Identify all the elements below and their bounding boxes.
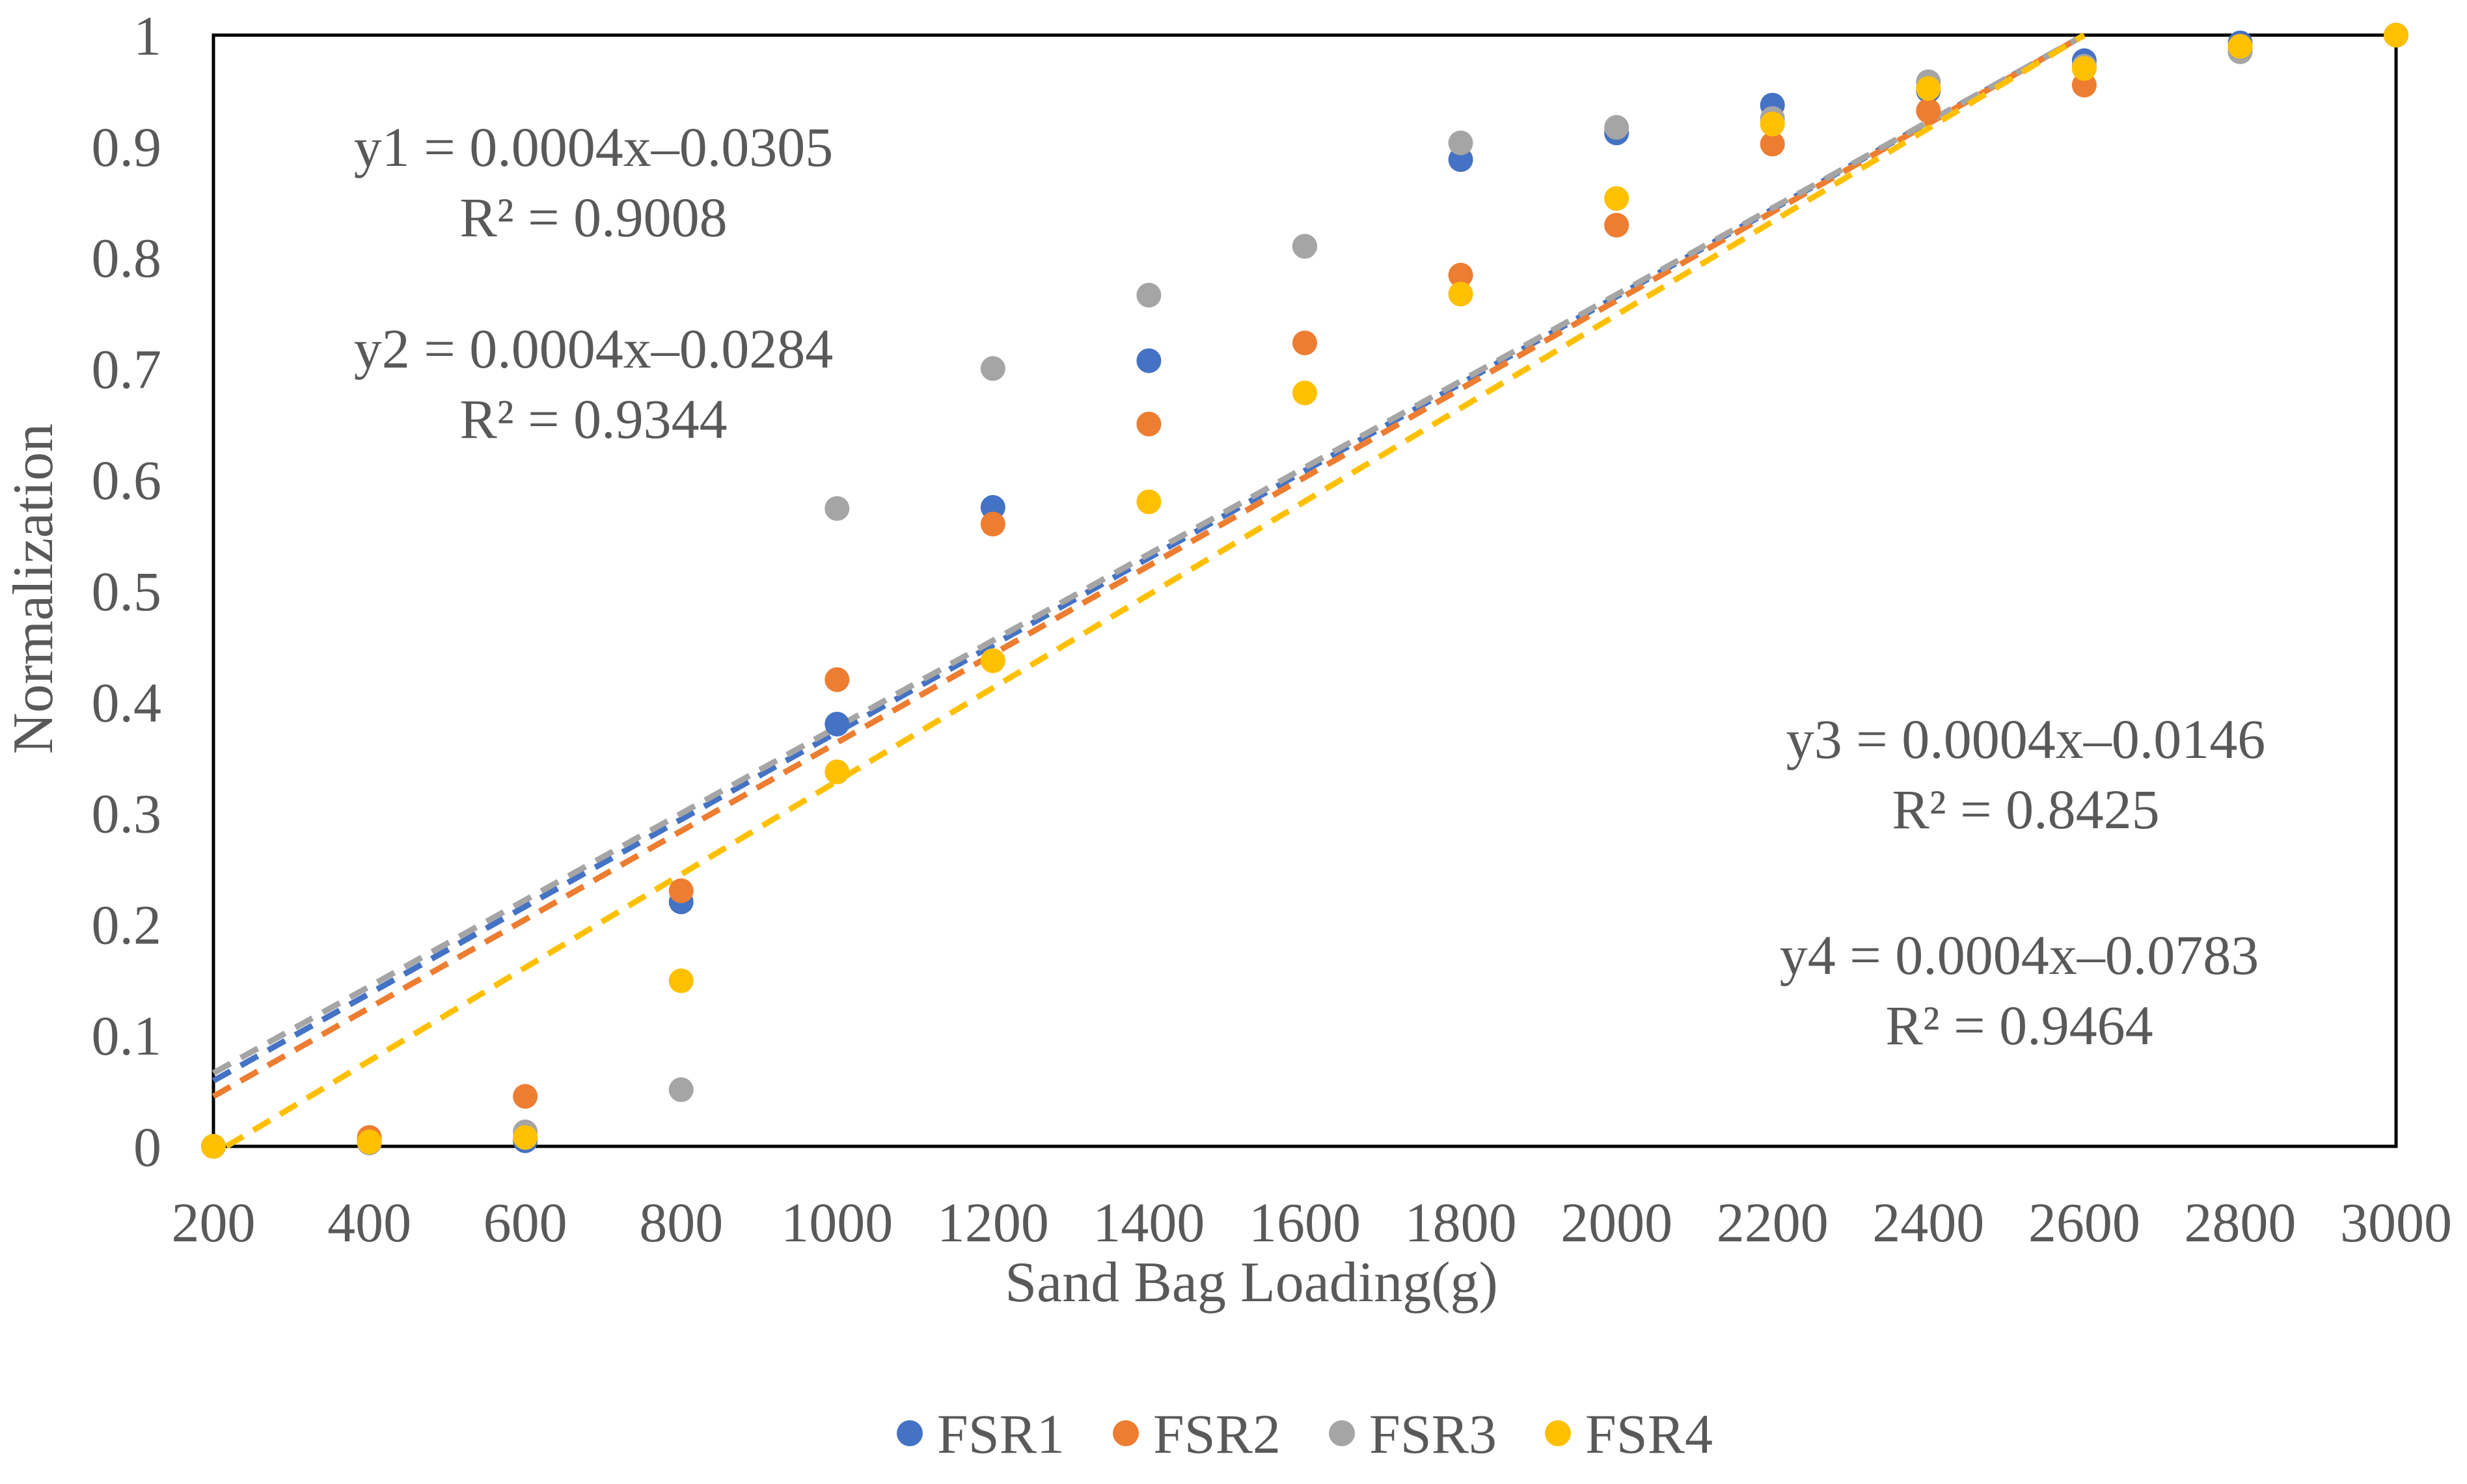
y-tick-label: 0.6 bbox=[92, 449, 162, 511]
x-tick-label: 800 bbox=[639, 1191, 723, 1254]
point-fsr4 bbox=[1136, 489, 1162, 515]
r2-fsr3: R² = 0.8425 bbox=[1892, 778, 2159, 841]
point-fsr2 bbox=[513, 1084, 538, 1109]
equation-fsr1: y1 = 0.0004x–0.0305 bbox=[354, 116, 834, 178]
r2-fsr4: R² = 0.9464 bbox=[1885, 994, 2153, 1057]
point-fsr4 bbox=[1604, 186, 1629, 211]
point-fsr3 bbox=[1292, 234, 1317, 259]
point-fsr3 bbox=[825, 496, 850, 521]
point-fsr3 bbox=[668, 1077, 694, 1102]
equation-annotation-fsr1: y1 = 0.0004x–0.0305 R² = 0.9008 bbox=[354, 116, 834, 249]
y-tick-label: 0.4 bbox=[92, 671, 162, 734]
x-tick-label: 1800 bbox=[1405, 1191, 1517, 1254]
equation-annotation-fsr2: y2 = 0.0004x–0.0284 R² = 0.9344 bbox=[354, 317, 834, 450]
legend-label-fsr1: FSR1 bbox=[937, 1403, 1065, 1465]
point-fsr2 bbox=[1916, 98, 1941, 124]
trendline-fsr2 bbox=[211, 33, 2086, 1100]
point-fsr4 bbox=[668, 968, 694, 993]
point-fsr4 bbox=[980, 648, 1005, 673]
y-tick-label: 0.5 bbox=[92, 560, 162, 623]
point-fsr4 bbox=[1916, 75, 1941, 101]
r2-fsr2: R² = 0.9344 bbox=[459, 388, 727, 450]
x-axis-tick-labels: 200 400 600 800 1000 1200 1400 1600 1800 2000 2200… bbox=[172, 1191, 2453, 1254]
data-points bbox=[201, 23, 2408, 1159]
point-fsr3 bbox=[1448, 130, 1473, 155]
legend-entry-fsr4: FSR4 bbox=[1545, 1403, 1713, 1465]
equation-fsr3: y3 = 0.0004x–0.0146 bbox=[1786, 708, 2266, 770]
y-tick-label: 0.1 bbox=[92, 1005, 162, 1067]
point-fsr2 bbox=[1136, 411, 1162, 437]
plot-area-frame bbox=[211, 33, 2398, 1148]
y-axis-tick-labels: 0 0.1 0.2 0.3 0.4 0.5 0.6 0.7 0.8 0.9 1 bbox=[92, 5, 162, 1178]
x-tick-label: 1000 bbox=[781, 1191, 893, 1254]
legend-entry-fsr1: FSR1 bbox=[897, 1403, 1065, 1465]
x-tick-label: 3000 bbox=[2340, 1191, 2452, 1254]
point-fsr4 bbox=[1292, 380, 1317, 405]
legend-label-fsr4: FSR4 bbox=[1585, 1403, 1713, 1465]
x-tick-label: 1400 bbox=[1093, 1191, 1205, 1254]
equation-fsr2: y2 = 0.0004x–0.0284 bbox=[354, 317, 834, 380]
x-tick-label: 1200 bbox=[937, 1191, 1049, 1254]
equation-annotation-fsr3: y3 = 0.0004x–0.0146 R² = 0.8425 bbox=[1786, 708, 2266, 841]
x-tick-label: 2200 bbox=[1717, 1191, 1829, 1254]
point-fsr2 bbox=[1604, 213, 1629, 238]
legend-marker-fsr3 bbox=[1329, 1420, 1355, 1446]
y-tick-label: 0.8 bbox=[92, 227, 162, 290]
y-axis-title: Normalization bbox=[2, 424, 65, 754]
point-fsr2 bbox=[980, 511, 1005, 537]
x-tick-label: 2600 bbox=[2028, 1191, 2140, 1254]
point-fsr3 bbox=[1604, 115, 1629, 140]
trendlines bbox=[211, 33, 2086, 1149]
legend-marker-fsr2 bbox=[1113, 1420, 1139, 1446]
x-tick-label: 600 bbox=[484, 1191, 567, 1254]
x-tick-label: 1600 bbox=[1249, 1191, 1361, 1254]
legend-marker-fsr1 bbox=[897, 1420, 923, 1446]
trendline-fsr4 bbox=[225, 33, 2086, 1149]
point-fsr4 bbox=[2384, 23, 2408, 47]
x-tick-label: 200 bbox=[172, 1191, 256, 1254]
point-fsr4 bbox=[357, 1129, 382, 1155]
x-tick-label: 2800 bbox=[2184, 1191, 2296, 1254]
equation-annotation-fsr4: y4 = 0.0004x–0.0783 R² = 0.9464 bbox=[1780, 924, 2259, 1057]
point-fsr1 bbox=[1136, 348, 1162, 373]
legend-entry-fsr3: FSR3 bbox=[1329, 1403, 1497, 1465]
point-fsr2 bbox=[825, 667, 850, 692]
x-tick-label: 2400 bbox=[1872, 1191, 1984, 1254]
y-tick-label: 0.7 bbox=[92, 338, 162, 400]
point-fsr4 bbox=[201, 1134, 226, 1159]
y-tick-label: 0 bbox=[133, 1116, 161, 1178]
trendline-fsr3 bbox=[211, 33, 2086, 1076]
point-fsr4 bbox=[825, 759, 850, 785]
x-tick-label: 400 bbox=[327, 1191, 411, 1254]
x-tick-label: 2000 bbox=[1561, 1191, 1672, 1254]
point-fsr1 bbox=[825, 711, 850, 736]
y-tick-label: 0.3 bbox=[92, 783, 162, 845]
legend-marker-fsr4 bbox=[1545, 1420, 1571, 1446]
legend-label-fsr3: FSR3 bbox=[1369, 1403, 1497, 1465]
point-fsr4 bbox=[2071, 56, 2097, 81]
point-fsr2 bbox=[668, 878, 694, 904]
legend: FSR1 FSR2 FSR3 FSR4 bbox=[897, 1403, 1713, 1465]
point-fsr2 bbox=[1292, 331, 1317, 356]
point-fsr3 bbox=[1136, 282, 1162, 308]
x-axis-title: Sand Bag Loading(g) bbox=[1005, 1251, 1498, 1314]
equation-fsr4: y4 = 0.0004x–0.0783 bbox=[1780, 924, 2259, 986]
point-fsr2 bbox=[1448, 262, 1473, 288]
legend-label-fsr2: FSR2 bbox=[1153, 1403, 1281, 1465]
point-fsr4 bbox=[1448, 281, 1473, 306]
point-fsr2 bbox=[1760, 131, 1785, 157]
legend-entry-fsr2: FSR2 bbox=[1113, 1403, 1281, 1465]
r2-fsr1: R² = 0.9008 bbox=[459, 186, 727, 249]
point-fsr4 bbox=[1760, 111, 1785, 137]
y-tick-label: 0.2 bbox=[92, 893, 162, 956]
point-fsr4 bbox=[2228, 34, 2253, 59]
y-tick-label: 0.9 bbox=[92, 116, 162, 178]
point-fsr3 bbox=[980, 356, 1005, 381]
point-fsr4 bbox=[513, 1125, 538, 1150]
y-tick-label: 1 bbox=[133, 5, 161, 67]
